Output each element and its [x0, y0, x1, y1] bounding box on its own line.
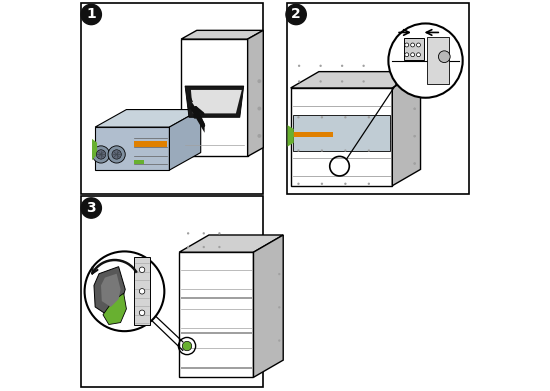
- Circle shape: [298, 116, 300, 118]
- Circle shape: [218, 232, 221, 235]
- Circle shape: [218, 246, 221, 248]
- Circle shape: [187, 246, 189, 248]
- Circle shape: [81, 4, 101, 25]
- Circle shape: [416, 53, 420, 57]
- Bar: [81, 196, 263, 387]
- Circle shape: [321, 183, 323, 185]
- Polygon shape: [189, 93, 205, 133]
- Polygon shape: [179, 235, 283, 252]
- Text: 1: 1: [86, 7, 96, 22]
- Circle shape: [344, 116, 346, 118]
- Circle shape: [405, 43, 409, 47]
- Polygon shape: [254, 235, 283, 377]
- Circle shape: [362, 65, 365, 67]
- Bar: [293, 132, 333, 137]
- Circle shape: [341, 80, 343, 83]
- Circle shape: [257, 107, 261, 111]
- Text: 2: 2: [292, 7, 301, 22]
- Circle shape: [320, 65, 322, 67]
- Circle shape: [139, 267, 145, 273]
- Bar: [134, 160, 144, 164]
- Circle shape: [92, 146, 109, 163]
- Polygon shape: [94, 267, 125, 315]
- Bar: [293, 115, 390, 151]
- Circle shape: [414, 162, 416, 165]
- Circle shape: [202, 232, 205, 235]
- Circle shape: [278, 306, 280, 308]
- Circle shape: [108, 146, 125, 163]
- Bar: [181, 332, 251, 334]
- Polygon shape: [290, 72, 421, 88]
- Circle shape: [183, 341, 192, 351]
- Circle shape: [438, 51, 450, 63]
- Polygon shape: [185, 86, 244, 117]
- Circle shape: [416, 43, 420, 47]
- Polygon shape: [101, 274, 120, 307]
- Circle shape: [257, 134, 261, 138]
- Circle shape: [298, 149, 300, 152]
- Circle shape: [187, 232, 189, 235]
- Circle shape: [344, 149, 346, 152]
- Bar: [181, 297, 251, 299]
- Circle shape: [405, 53, 409, 57]
- Circle shape: [298, 183, 300, 185]
- Polygon shape: [290, 88, 392, 186]
- Polygon shape: [92, 139, 97, 160]
- Circle shape: [320, 80, 322, 83]
- Circle shape: [367, 116, 370, 118]
- Polygon shape: [179, 252, 254, 377]
- Circle shape: [257, 79, 261, 83]
- Circle shape: [362, 80, 365, 83]
- Circle shape: [278, 339, 280, 342]
- Polygon shape: [103, 293, 126, 325]
- Polygon shape: [191, 90, 242, 113]
- Polygon shape: [392, 72, 421, 186]
- Circle shape: [411, 43, 415, 47]
- Polygon shape: [181, 39, 248, 156]
- Circle shape: [202, 246, 205, 248]
- Circle shape: [414, 108, 416, 110]
- Bar: [134, 257, 150, 325]
- Circle shape: [414, 135, 416, 137]
- Bar: [427, 37, 449, 84]
- Bar: [181, 367, 251, 369]
- Circle shape: [112, 150, 122, 159]
- Bar: [404, 38, 424, 60]
- Bar: [81, 3, 263, 194]
- Circle shape: [321, 149, 323, 152]
- Polygon shape: [95, 109, 201, 127]
- Text: 3: 3: [86, 201, 96, 215]
- Polygon shape: [288, 125, 294, 147]
- Polygon shape: [95, 127, 169, 170]
- Circle shape: [388, 23, 463, 98]
- Circle shape: [298, 80, 300, 83]
- Circle shape: [367, 149, 370, 152]
- Circle shape: [341, 65, 343, 67]
- Circle shape: [411, 53, 415, 57]
- Circle shape: [81, 198, 101, 218]
- Circle shape: [278, 273, 280, 275]
- Circle shape: [298, 65, 300, 67]
- Circle shape: [85, 251, 164, 331]
- Polygon shape: [248, 30, 263, 156]
- Polygon shape: [169, 109, 201, 170]
- Circle shape: [96, 150, 106, 159]
- Circle shape: [414, 108, 416, 110]
- Bar: [287, 3, 469, 194]
- Circle shape: [344, 183, 346, 185]
- Circle shape: [321, 116, 323, 118]
- Circle shape: [414, 135, 416, 137]
- Bar: [134, 141, 168, 147]
- Circle shape: [139, 310, 145, 316]
- Circle shape: [286, 4, 306, 25]
- Polygon shape: [181, 30, 263, 39]
- Circle shape: [414, 162, 416, 165]
- Circle shape: [139, 289, 145, 294]
- Circle shape: [367, 183, 370, 185]
